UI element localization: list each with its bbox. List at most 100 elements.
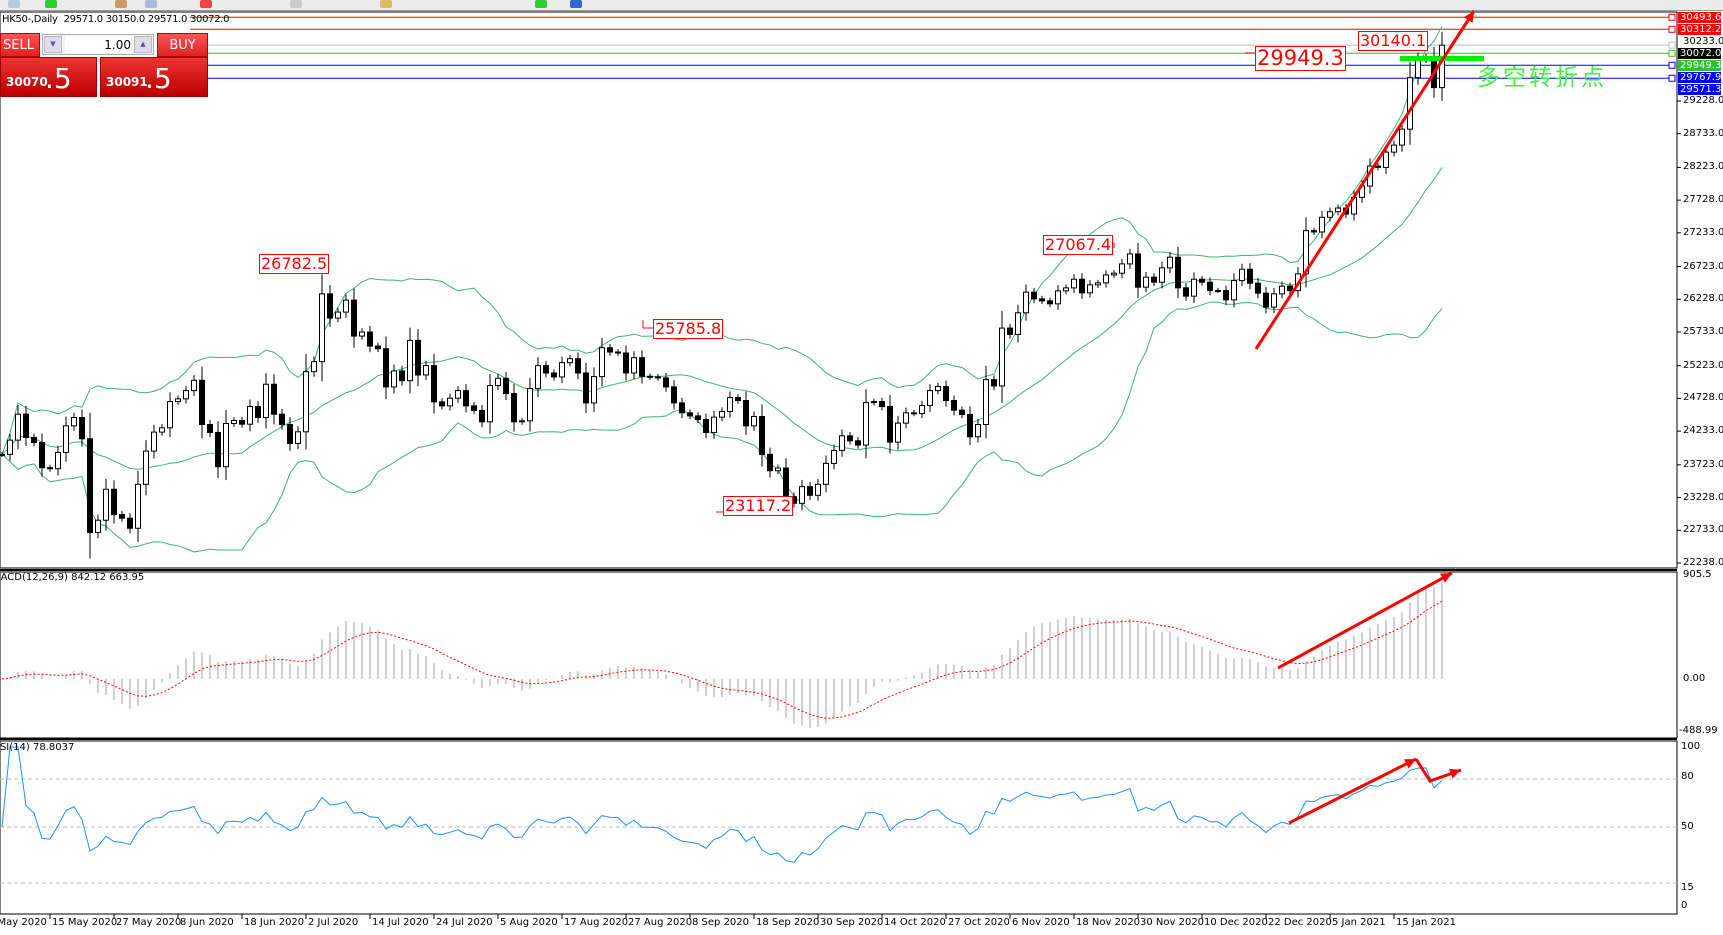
decrease-lot-button[interactable]: ▼ bbox=[44, 36, 62, 53]
bull-candle bbox=[1015, 312, 1021, 335]
date-axis-label: 18 Jun 2020 bbox=[244, 917, 305, 928]
lot-input[interactable] bbox=[65, 36, 131, 53]
bear-candle bbox=[87, 438, 93, 534]
bull-candle bbox=[903, 412, 909, 424]
price-label-high[interactable]: 30140.1 bbox=[1358, 31, 1429, 51]
rsi-axis-80: 80 bbox=[1681, 771, 1694, 782]
bull-candle bbox=[631, 357, 637, 374]
buy-price-button[interactable]: 30091 .5 bbox=[100, 57, 208, 97]
lot-stepper[interactable]: ▼ ▲ bbox=[42, 34, 154, 55]
price-axis-tick: 27233.0 bbox=[1683, 226, 1723, 238]
bear-candle bbox=[1207, 281, 1213, 292]
price-label-high[interactable]: 27067.4 bbox=[1043, 235, 1114, 255]
bear-candle bbox=[663, 377, 669, 388]
price-label-low[interactable]: 23117.2 bbox=[723, 496, 794, 516]
price-line-label[interactable]: 30072.0 bbox=[1678, 48, 1722, 60]
bear-candle bbox=[415, 339, 421, 376]
bear-candle bbox=[271, 383, 277, 415]
price-line-label[interactable]: 29571.3 bbox=[1678, 84, 1722, 96]
bear-candle bbox=[111, 488, 117, 516]
bear-candle bbox=[463, 390, 469, 407]
window-icon[interactable] bbox=[145, 0, 157, 8]
bull-candle bbox=[295, 431, 301, 444]
bear-candle bbox=[255, 406, 261, 419]
price-label-high[interactable]: 25785.8 bbox=[653, 319, 724, 339]
price-line-label[interactable]: 30312.2 bbox=[1678, 24, 1722, 36]
bull-candle bbox=[1167, 256, 1173, 269]
bear-candle bbox=[759, 416, 765, 455]
line-tool-icon[interactable] bbox=[290, 0, 302, 8]
date-axis-label: 15 Jan 2021 bbox=[1396, 917, 1456, 928]
bear-candle bbox=[479, 410, 485, 423]
price-line-label[interactable]: 29949.3 bbox=[1678, 60, 1722, 72]
date-axis-label: 27 Aug 2020 bbox=[628, 917, 693, 928]
bull-candle bbox=[1231, 280, 1237, 301]
bull-candle bbox=[423, 365, 429, 376]
folder-icon[interactable] bbox=[115, 0, 127, 8]
bear-candle bbox=[847, 435, 853, 442]
alert-icon[interactable] bbox=[200, 0, 212, 8]
bull-candle bbox=[727, 397, 733, 412]
bull-candle bbox=[1239, 268, 1245, 282]
bull-candle bbox=[7, 439, 13, 455]
bull-candle bbox=[159, 427, 165, 433]
new-order-icon[interactable] bbox=[535, 0, 547, 8]
price-axis-tick: 22733.0 bbox=[1683, 524, 1723, 536]
bear-candle bbox=[695, 415, 701, 420]
chart-header: HK50-,Daily 29571.0 30150.0 29571.0 30072… bbox=[2, 14, 235, 25]
bull-candle bbox=[495, 377, 501, 387]
price-line-label[interactable]: 29767.9 bbox=[1678, 72, 1722, 84]
price-line-handle bbox=[1668, 13, 1676, 21]
bull-candle bbox=[559, 362, 565, 378]
bear-candle bbox=[439, 401, 445, 407]
date-axis-label: 8 Sep 2020 bbox=[692, 917, 750, 928]
bull-candle bbox=[335, 311, 341, 319]
bull-candle bbox=[975, 424, 981, 438]
price-axis-tick: 24728.0 bbox=[1683, 392, 1723, 404]
trend-arrow-head bbox=[1463, 11, 1474, 23]
bear-candle bbox=[767, 453, 773, 472]
rsi-pullback-arrow bbox=[1414, 758, 1462, 783]
refresh-icon[interactable] bbox=[570, 0, 582, 8]
bull-candle bbox=[1095, 282, 1101, 286]
add-icon[interactable] bbox=[45, 0, 57, 8]
rsi-axis-0: 0 bbox=[1681, 900, 1688, 911]
zoom-in-icon[interactable] bbox=[380, 0, 392, 8]
bull-candle bbox=[871, 401, 877, 404]
date-axis-label: 18 Nov 2020 bbox=[1076, 917, 1141, 928]
pivot-note-text[interactable]: 多空转折点 bbox=[1477, 65, 1607, 91]
increase-lot-button[interactable]: ▲ bbox=[134, 36, 152, 53]
price-label-high[interactable]: 26782.5 bbox=[259, 254, 330, 274]
bear-candle bbox=[1007, 327, 1013, 335]
bull-candle bbox=[983, 379, 989, 426]
bear-candle bbox=[743, 400, 749, 427]
date-axis-label: 5 Aug 2020 bbox=[500, 917, 558, 928]
date-axis-label: 5 Jan 2021 bbox=[1332, 917, 1386, 928]
bull-candle bbox=[751, 416, 757, 427]
bull-candle bbox=[1127, 253, 1133, 265]
date-axis-label: 30 Nov 2020 bbox=[1140, 917, 1205, 928]
macd-trend-arrow bbox=[1277, 571, 1453, 670]
price-label-pivot[interactable]: 29949.3 bbox=[1255, 46, 1346, 71]
bull-candle bbox=[1439, 44, 1445, 89]
bull-candle bbox=[135, 483, 141, 529]
sell-price-button[interactable]: 30070 .5 bbox=[0, 57, 97, 97]
bear-candle bbox=[855, 440, 861, 446]
date-axis-label: 2 Jul 2020 bbox=[308, 917, 359, 928]
sell-price-main: 30070 bbox=[6, 75, 48, 89]
bull-candle bbox=[391, 370, 397, 388]
bull-candle bbox=[183, 390, 189, 400]
bear-candle bbox=[583, 372, 589, 404]
bull-candle bbox=[719, 410, 725, 418]
sell-button[interactable]: SELL bbox=[0, 33, 40, 57]
bull-candle bbox=[1399, 128, 1405, 146]
date-axis-label: 8 Jun 2020 bbox=[180, 917, 234, 928]
date-axis-label: 30 Sep 2020 bbox=[820, 917, 884, 928]
zoom-icon[interactable] bbox=[8, 0, 20, 8]
price-line-handle bbox=[1668, 61, 1676, 69]
price-line-label[interactable]: 30493.6 bbox=[1678, 12, 1722, 24]
bull-candle bbox=[1407, 77, 1413, 130]
bear-candle bbox=[511, 393, 517, 423]
buy-button[interactable]: BUY bbox=[157, 33, 208, 57]
